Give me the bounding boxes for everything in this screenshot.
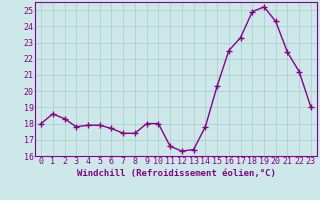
X-axis label: Windchill (Refroidissement éolien,°C): Windchill (Refroidissement éolien,°C) [76,169,276,178]
